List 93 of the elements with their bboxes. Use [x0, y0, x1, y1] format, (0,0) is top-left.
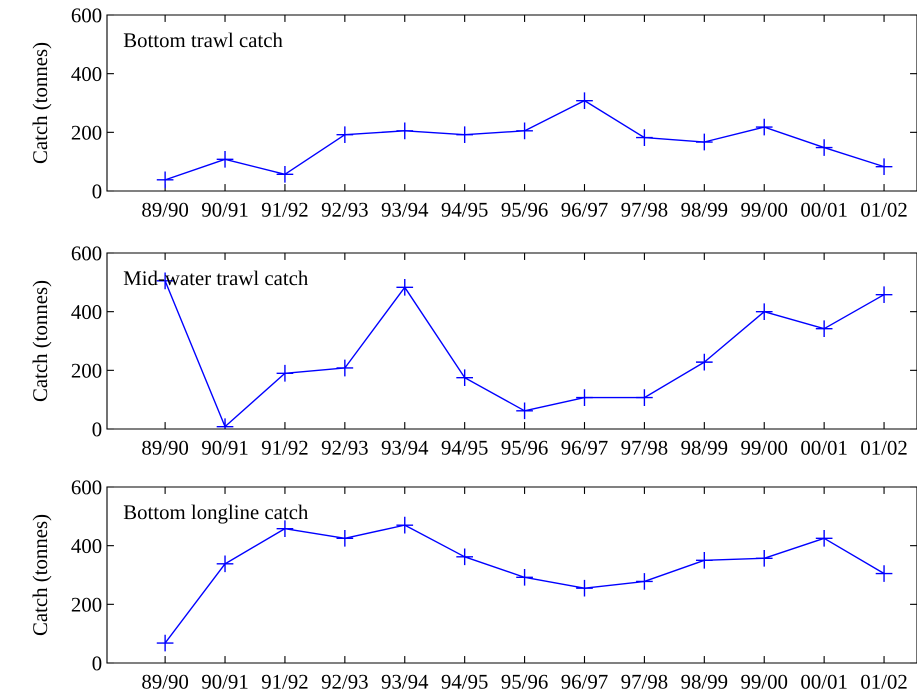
x-tick-label: 96/97 [561, 202, 608, 217]
point [695, 132, 714, 152]
point [575, 579, 594, 598]
y-axis-title: Catch (tonnes) [32, 280, 52, 402]
x-tick-label: 01/02 [861, 440, 907, 455]
point [815, 320, 834, 338]
point [516, 122, 534, 140]
x-tick-label: 97/98 [621, 440, 668, 455]
y-tick-label: 200 [72, 598, 102, 612]
point [695, 551, 714, 570]
point [755, 118, 774, 136]
y-tick-label: 0 [92, 422, 102, 436]
point [396, 122, 414, 140]
x-tick-label: 96/97 [561, 440, 608, 455]
point [635, 572, 654, 590]
text: Bottom trawl catch [124, 32, 283, 48]
x-tick-label: 95/96 [502, 674, 548, 689]
point [276, 364, 294, 382]
x-tick-label: 92/93 [322, 202, 368, 217]
y-tick-label: 400 [71, 539, 102, 554]
point [336, 358, 354, 378]
x-tick-label: 95/96 [502, 440, 548, 455]
point [396, 516, 414, 534]
x-tick-label: 90/91 [202, 440, 248, 455]
x-tick-label: 90/91 [202, 674, 248, 689]
x-tick-label: 98/99 [681, 440, 728, 455]
x-tick-label: 00/01 [801, 202, 847, 217]
y-axis-title: Catch (tonnes) [32, 42, 52, 164]
x-tick-label: 00/01 [801, 674, 847, 689]
x-tick-label: 89/90 [142, 202, 188, 217]
point [516, 568, 534, 586]
x-tick-label: 96/97 [561, 674, 608, 689]
x-tick-label: 89/90 [142, 440, 188, 455]
point [755, 549, 774, 568]
x-tick-label: 90/91 [202, 202, 248, 217]
point [216, 554, 234, 573]
x-tick-label: 93/94 [382, 202, 428, 217]
y-tick-label: 200 [72, 364, 102, 378]
point [635, 388, 654, 407]
x-tick-label: 00/01 [801, 440, 847, 455]
y-tick-label: 0 [92, 656, 102, 670]
x-tick-label: 94/95 [442, 440, 488, 455]
point [815, 529, 834, 548]
point [276, 520, 294, 538]
point [875, 158, 894, 176]
x-tick-label: 01/02 [861, 674, 907, 689]
x-tick-label: 94/95 [442, 202, 488, 217]
x-tick-label: 93/94 [382, 440, 428, 455]
point [456, 368, 474, 387]
y-tick-label: 600 [72, 246, 102, 260]
point [276, 165, 294, 184]
point [516, 402, 534, 420]
x-tick-label: 94/95 [442, 674, 488, 689]
point [575, 388, 594, 407]
point [156, 634, 174, 652]
x-tick-label: 97/98 [621, 674, 668, 689]
point [755, 302, 774, 321]
point [156, 170, 174, 189]
point [396, 278, 414, 296]
x-tick-label: 01/02 [861, 202, 907, 217]
x-tick-label: 92/93 [322, 440, 368, 455]
x-tick-label: 99/00 [741, 674, 788, 689]
point [456, 548, 474, 566]
y-tick-label: 600 [72, 480, 102, 494]
point [336, 126, 354, 144]
y-tick-label: 400 [71, 67, 102, 82]
text: Bottom longline catch [124, 504, 308, 524]
x-tick-label: 91/92 [262, 202, 308, 217]
point [216, 150, 234, 168]
x-tick-label: 89/90 [142, 674, 188, 689]
x-tick-label: 95/96 [502, 202, 548, 217]
x-tick-label: 91/92 [262, 440, 308, 455]
y-axis-title: Catch (tonnes) [32, 514, 52, 636]
point [875, 564, 894, 583]
point [456, 126, 474, 144]
point [336, 529, 354, 548]
x-tick-label: 99/00 [741, 202, 788, 217]
x-tick-label: 93/94 [382, 674, 428, 689]
x-tick-label: 99/00 [741, 440, 788, 455]
x-tick-label: 97/98 [621, 202, 668, 217]
x-tick-label: 91/92 [262, 674, 308, 689]
point [695, 353, 714, 372]
y-tick-label: 600 [72, 8, 102, 22]
point [635, 128, 654, 147]
x-tick-label: 98/99 [681, 202, 728, 217]
point [875, 286, 894, 304]
point [575, 92, 594, 110]
y-tick-label: 200 [72, 126, 102, 140]
y-tick-label: 0 [92, 184, 102, 198]
point [815, 138, 834, 157]
y-tick-label: 400 [71, 305, 102, 320]
x-tick-label: 98/99 [681, 674, 728, 689]
x-tick-label: 92/93 [322, 674, 368, 689]
